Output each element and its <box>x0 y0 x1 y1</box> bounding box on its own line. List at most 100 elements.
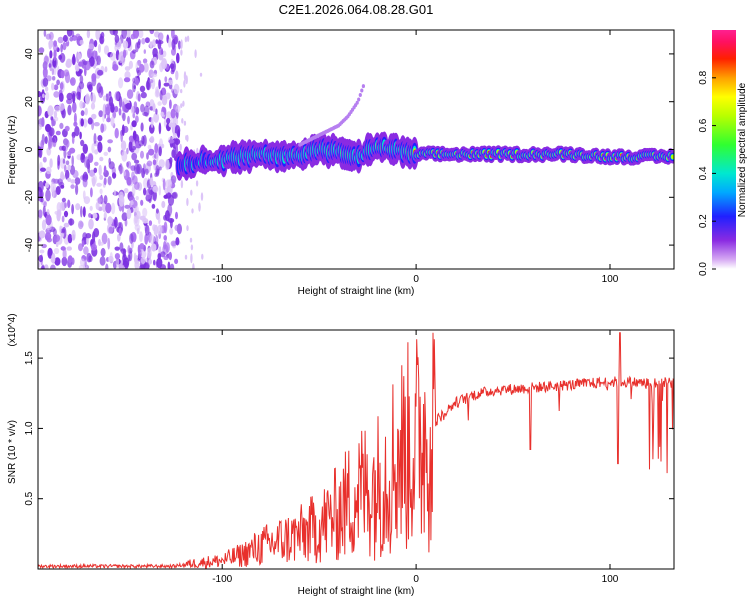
noise-speckle <box>190 244 194 251</box>
noise-speckle <box>57 209 62 218</box>
noise-speckle <box>58 54 63 60</box>
noise-speckle <box>152 185 159 193</box>
noise-speckle <box>128 140 133 152</box>
noise-speckle <box>45 91 50 101</box>
noise-speckle <box>128 196 135 202</box>
noise-speckle <box>165 159 170 171</box>
noise-speckle <box>164 76 168 83</box>
noise-speckle <box>99 156 104 162</box>
noise-speckle <box>140 150 144 159</box>
noise-speckle <box>97 135 103 142</box>
noise-speckle <box>150 243 157 252</box>
noise-speckle <box>149 60 155 69</box>
noise-speckle <box>105 202 112 214</box>
noise-speckle <box>63 69 70 77</box>
noise-speckle <box>42 156 47 163</box>
noise-speckle <box>149 136 155 143</box>
noise-speckle <box>171 30 175 40</box>
noise-speckle <box>79 39 84 45</box>
noise-speckle <box>138 63 145 73</box>
noise-speckle <box>118 77 124 89</box>
noise-speckle <box>45 166 52 175</box>
noise-speckle <box>86 159 91 170</box>
noise-speckle <box>141 37 146 45</box>
noise-speckle <box>109 52 117 61</box>
noise-speckle <box>138 249 142 260</box>
noise-speckle <box>135 196 139 201</box>
noise-speckle <box>158 247 162 254</box>
noise-speckle <box>42 205 46 217</box>
noise-speckle <box>144 233 149 245</box>
noise-speckle <box>129 233 134 245</box>
snr-y-tick-label: 0.5 <box>24 491 35 505</box>
noise-speckle <box>135 115 139 123</box>
noise-speckle <box>41 219 47 231</box>
noise-speckle <box>61 197 66 203</box>
noise-speckle <box>173 36 178 45</box>
noise-speckle <box>122 112 126 122</box>
noise-speckle <box>144 37 150 44</box>
noise-speckle <box>114 105 119 113</box>
noise-speckle <box>143 187 147 196</box>
noise-speckle <box>39 190 44 199</box>
noise-speckle <box>62 248 67 260</box>
noise-speckle <box>143 49 146 54</box>
noise-speckle <box>108 226 114 234</box>
noise-speckle <box>126 176 132 186</box>
noise-speckle <box>157 32 164 41</box>
noise-speckle <box>91 174 98 185</box>
noise-speckle <box>146 152 149 160</box>
noise-speckle <box>80 118 84 127</box>
colorbar-tick-label: 0.6 <box>698 118 709 132</box>
noise-speckle <box>133 101 138 109</box>
noise-speckle <box>180 103 183 108</box>
noise-speckle <box>39 230 46 239</box>
noise-speckle <box>148 148 155 156</box>
noise-speckle <box>52 76 56 81</box>
noise-speckle <box>133 163 140 175</box>
noise-speckle <box>166 117 171 125</box>
noise-speckle <box>67 233 73 244</box>
noise-speckle <box>92 212 98 219</box>
noise-speckle <box>93 133 97 145</box>
noise-speckle <box>112 64 119 71</box>
noise-speckle <box>140 256 146 264</box>
noise-speckle <box>71 229 76 241</box>
noise-speckle <box>96 55 102 66</box>
colorbar: 0.0 0.2 0.4 0.6 0.8 Normalized spectral ampl… <box>698 30 748 276</box>
noise-speckle <box>134 181 140 190</box>
noise-speckle <box>132 112 136 119</box>
noise-speckle <box>59 225 62 233</box>
noise-speckle <box>125 102 132 110</box>
noise-speckle <box>153 112 160 123</box>
noise-speckle <box>87 48 92 59</box>
noise-speckle <box>99 256 106 266</box>
noise-speckle <box>119 163 123 175</box>
noise-speckle <box>72 92 76 104</box>
noise-speckle <box>190 189 193 196</box>
noise-speckle <box>158 159 165 169</box>
noise-speckle <box>53 49 57 58</box>
noise-speckle <box>80 205 83 218</box>
noise-speckle <box>175 211 178 220</box>
noise-speckle <box>118 51 125 64</box>
noise-speckle <box>99 35 105 45</box>
noise-speckle <box>64 202 67 209</box>
noise-speckle <box>126 30 131 38</box>
noise-speckle <box>154 143 159 154</box>
spectrogram-y-tick-label: -40 <box>24 237 35 252</box>
noise-speckle <box>109 252 113 262</box>
noise-speckle <box>52 43 58 52</box>
noise-speckle <box>161 58 168 70</box>
noise-speckle <box>180 179 184 189</box>
noise-speckle <box>140 122 144 132</box>
noise-speckle <box>114 253 120 260</box>
noise-speckle <box>95 201 100 210</box>
noise-speckle <box>82 174 85 182</box>
noise-speckle <box>126 161 132 169</box>
noise-speckle <box>126 89 134 99</box>
noise-speckle <box>148 220 153 226</box>
noise-speckle <box>164 187 169 194</box>
noise-speckle <box>155 86 160 95</box>
noise-speckle <box>96 182 102 187</box>
